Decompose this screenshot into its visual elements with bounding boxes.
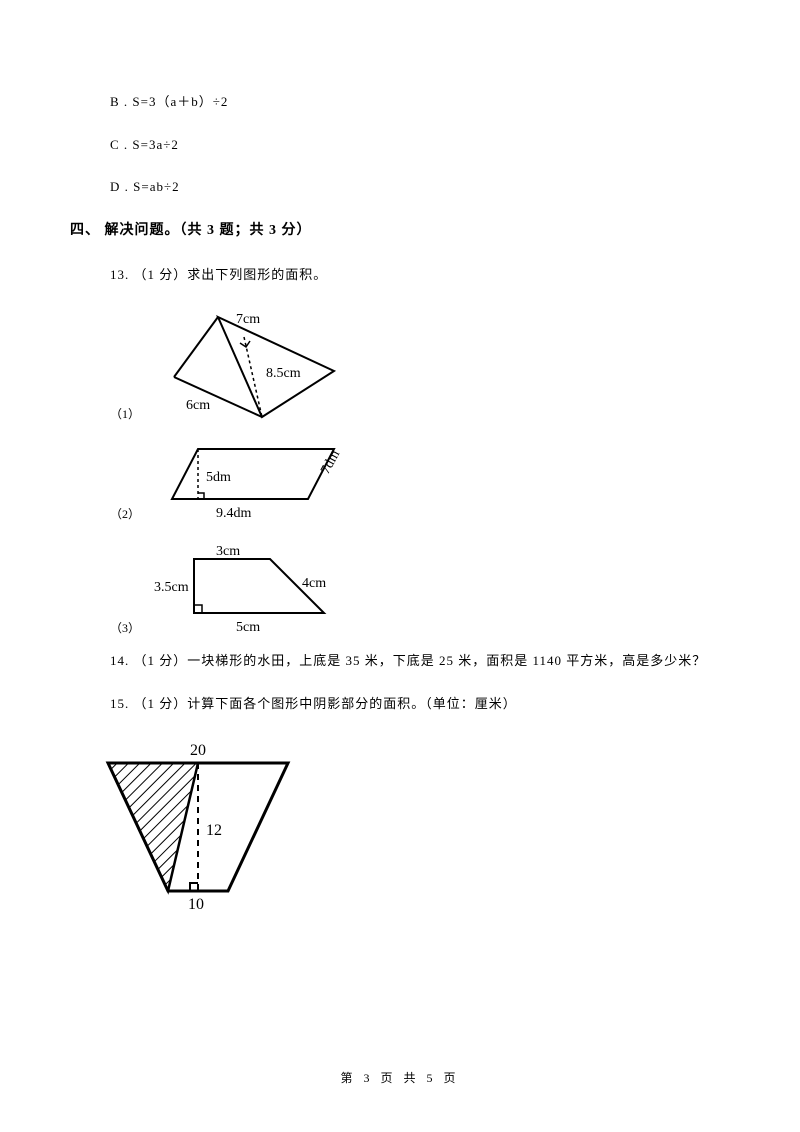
question-13-sub2-label: （2） — [110, 503, 140, 526]
option-c: C . S=3a÷2 — [110, 133, 730, 158]
section-4-title: 四、 解决问题。（共 3 题；共 3 分） — [70, 218, 730, 245]
fig3-right-label: 4cm — [302, 576, 326, 591]
option-b: B . S=3（a＋b）÷2 — [110, 90, 730, 115]
fig2-right-label: 7dm — [318, 448, 343, 477]
question-13-figure-1-row: （1） 7cm 8.5cm 6cm — [110, 305, 730, 425]
fig1-top-label: 7cm — [236, 312, 260, 327]
question-15-figure: 20 12 10 — [88, 735, 730, 915]
fig15-top-label: 20 — [190, 742, 206, 759]
question-13-figure-2-row: （2） 5dm 7dm 9.4dm — [110, 435, 730, 525]
question-13-figure-3: 3cm 4cm 3.5cm 5cm — [154, 539, 354, 639]
fig2-base-label: 9.4dm — [216, 506, 252, 521]
option-d: D . S=ab÷2 — [110, 175, 730, 200]
question-13-figure-3-row: （3） 3cm 4cm 3.5cm 5cm — [110, 539, 730, 639]
fig15-height-label: 12 — [206, 822, 222, 839]
question-13-stem: 13. （1 分）求出下列图形的面积。 — [110, 263, 730, 288]
question-15-stem: 15. （1 分）计算下面各个图形中阴影部分的面积。（单位：厘米） — [110, 692, 730, 717]
fig3-base-label: 5cm — [236, 620, 260, 635]
page-footer: 第 3 页 共 5 页 — [0, 1067, 800, 1090]
question-13-figure-1: 7cm 8.5cm 6cm — [154, 305, 354, 425]
fig1-right-label: 8.5cm — [266, 366, 301, 381]
fig15-base-label: 10 — [188, 896, 204, 913]
question-14-stem: 14. （1 分）一块梯形的水田，上底是 35 米，下底是 25 米，面积是 1… — [110, 649, 730, 674]
question-13-sub3-label: （3） — [110, 617, 140, 640]
question-13-figure-2: 5dm 7dm 9.4dm — [154, 435, 364, 525]
fig2-height-label: 5dm — [206, 470, 231, 485]
question-13-sub1-label: （1） — [110, 403, 140, 426]
fig3-top-label: 3cm — [216, 544, 240, 559]
fig3-left-label: 3.5cm — [154, 580, 189, 595]
fig1-left-label: 6cm — [186, 398, 210, 413]
